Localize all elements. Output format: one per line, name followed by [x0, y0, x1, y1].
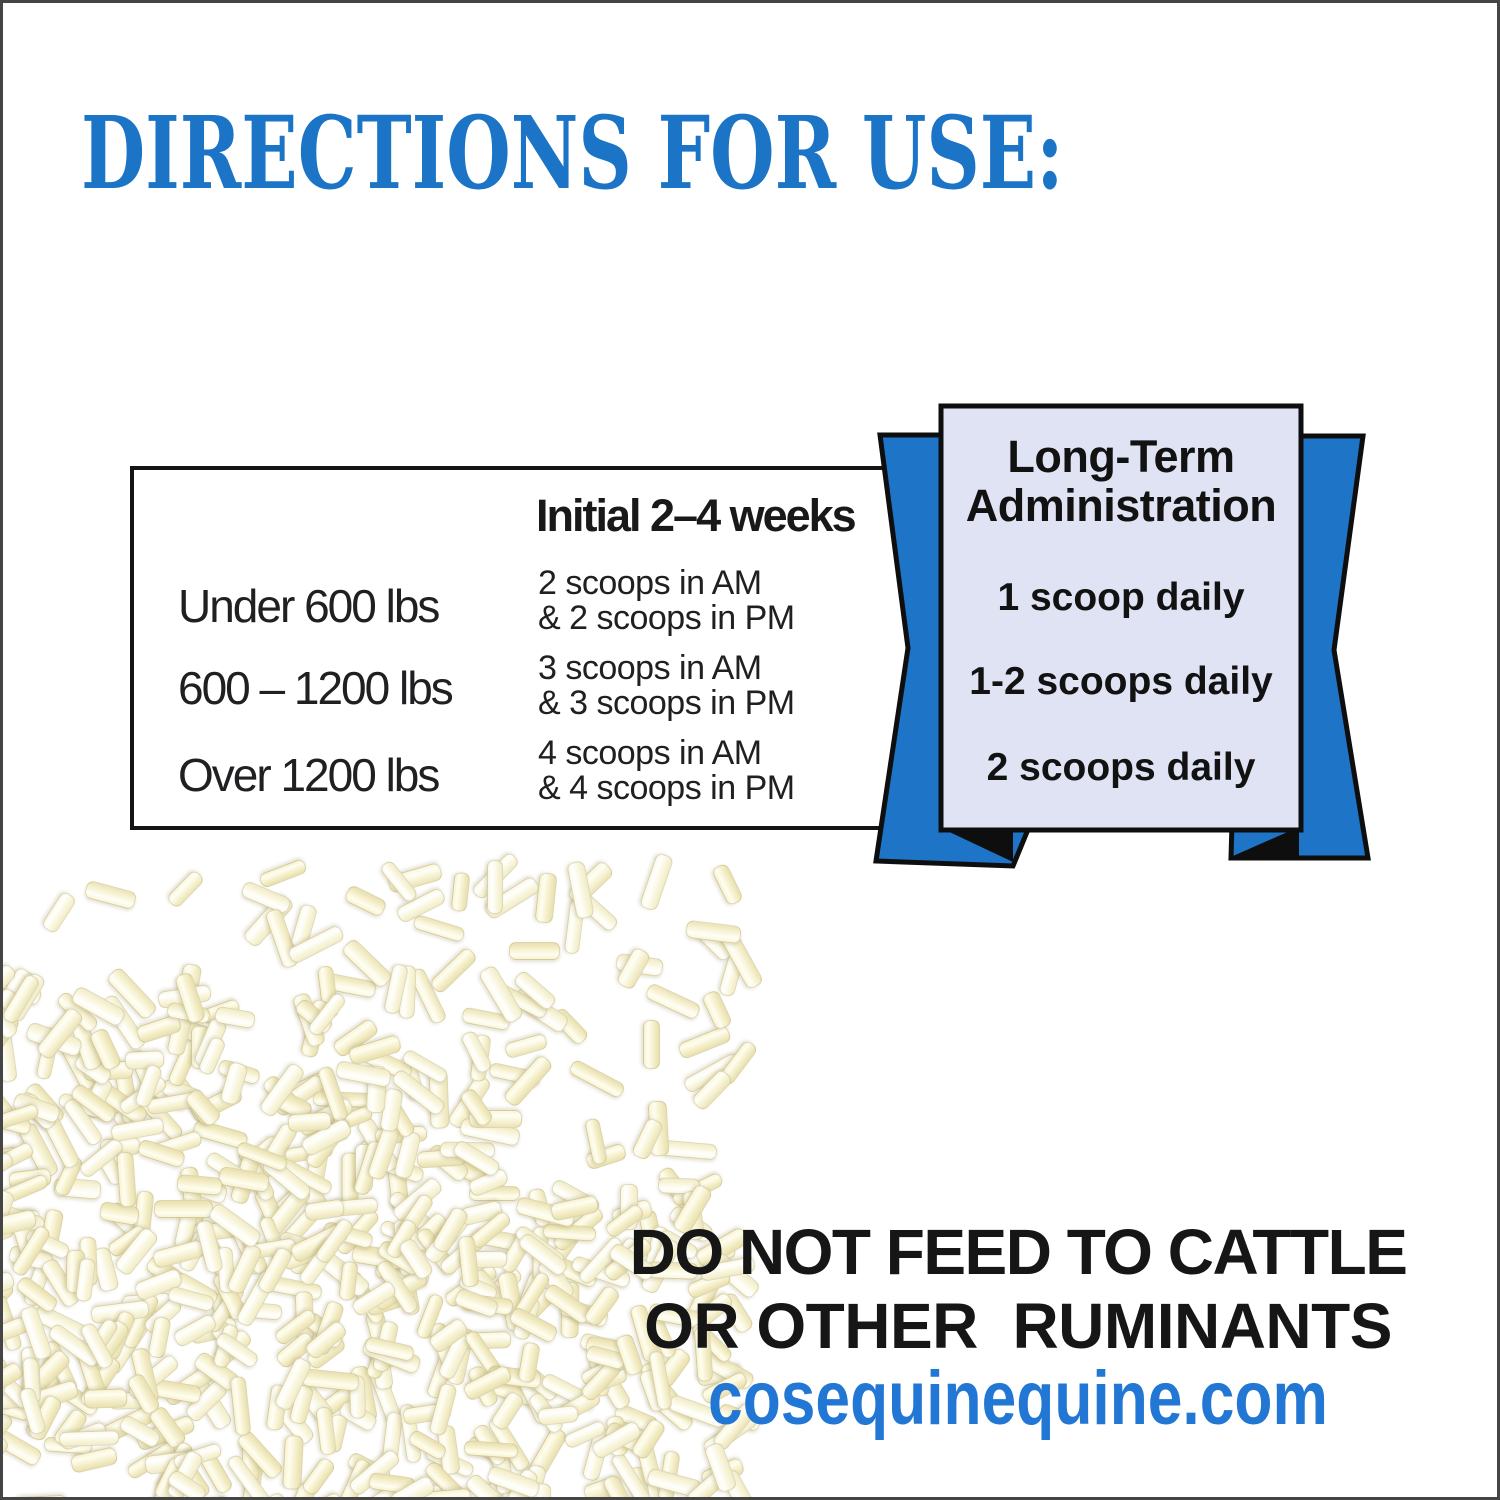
dose-pm: & 4 scoops in PM — [538, 768, 795, 807]
ribbon-heading-line1: Long-Term — [1007, 431, 1235, 482]
website-url: cosequinequine.com — [523, 1355, 1497, 1442]
ribbon-heading-line2: Administration — [965, 480, 1277, 531]
dose-pm: & 3 scoops in PM — [538, 683, 795, 722]
website-url-text: cosequinequine.com — [708, 1356, 1328, 1441]
pellet-scatter-image — [3, 3, 1497, 1497]
weight-row-600-1200: 600 – 1200 lbs — [178, 662, 454, 714]
weight-row-under-600: Under 600 lbs — [178, 580, 440, 632]
ribbon-left-fold-shadow — [941, 828, 1013, 862]
warning-line1: DO NOT FEED TO CATTLE — [629, 1216, 1408, 1288]
dose-cell-over-1200: 4 scoops in AM & 4 scoops in PM — [538, 736, 795, 805]
ribbon-item-2-scoops: 2 scoops daily — [986, 746, 1256, 789]
dosing-table-box — [130, 466, 948, 830]
ribbon-center-panel — [938, 403, 1304, 833]
warning-line2: OR OTHER RUMINANTS — [644, 1290, 1392, 1362]
dosing-table-column-header: Initial 2–4 weeks — [536, 490, 857, 541]
ribbon-item-1-2-scoops: 1-2 scoops daily — [969, 660, 1273, 703]
pellet — [509, 942, 560, 960]
page-title: DIRECTIONS FOR USE: — [81, 94, 1064, 212]
ribbon-heading: Long-Term Administration — [941, 432, 1301, 530]
dose-am: 4 scoops in AM — [538, 734, 762, 772]
ribbon-panel-text: Long-Term Administration 1 scoop daily 1… — [941, 406, 1301, 830]
weight-row-over-1200: Over 1200 lbs — [178, 749, 440, 801]
dose-cell-under-600: 2 scoops in AM & 2 scoops in PM — [538, 566, 795, 635]
dose-pm: & 2 scoops in PM — [538, 598, 795, 637]
long-term-ribbon — [873, 403, 1371, 869]
dose-cell-600-1200: 3 scoops in AM & 3 scoops in PM — [538, 651, 795, 720]
ribbon-item-1-scoop: 1 scoop daily — [997, 576, 1245, 619]
ribbon-right-fold-shadow — [1233, 827, 1299, 856]
dose-am: 3 scoops in AM — [538, 649, 762, 687]
dose-am: 2 scoops in AM — [538, 564, 762, 602]
